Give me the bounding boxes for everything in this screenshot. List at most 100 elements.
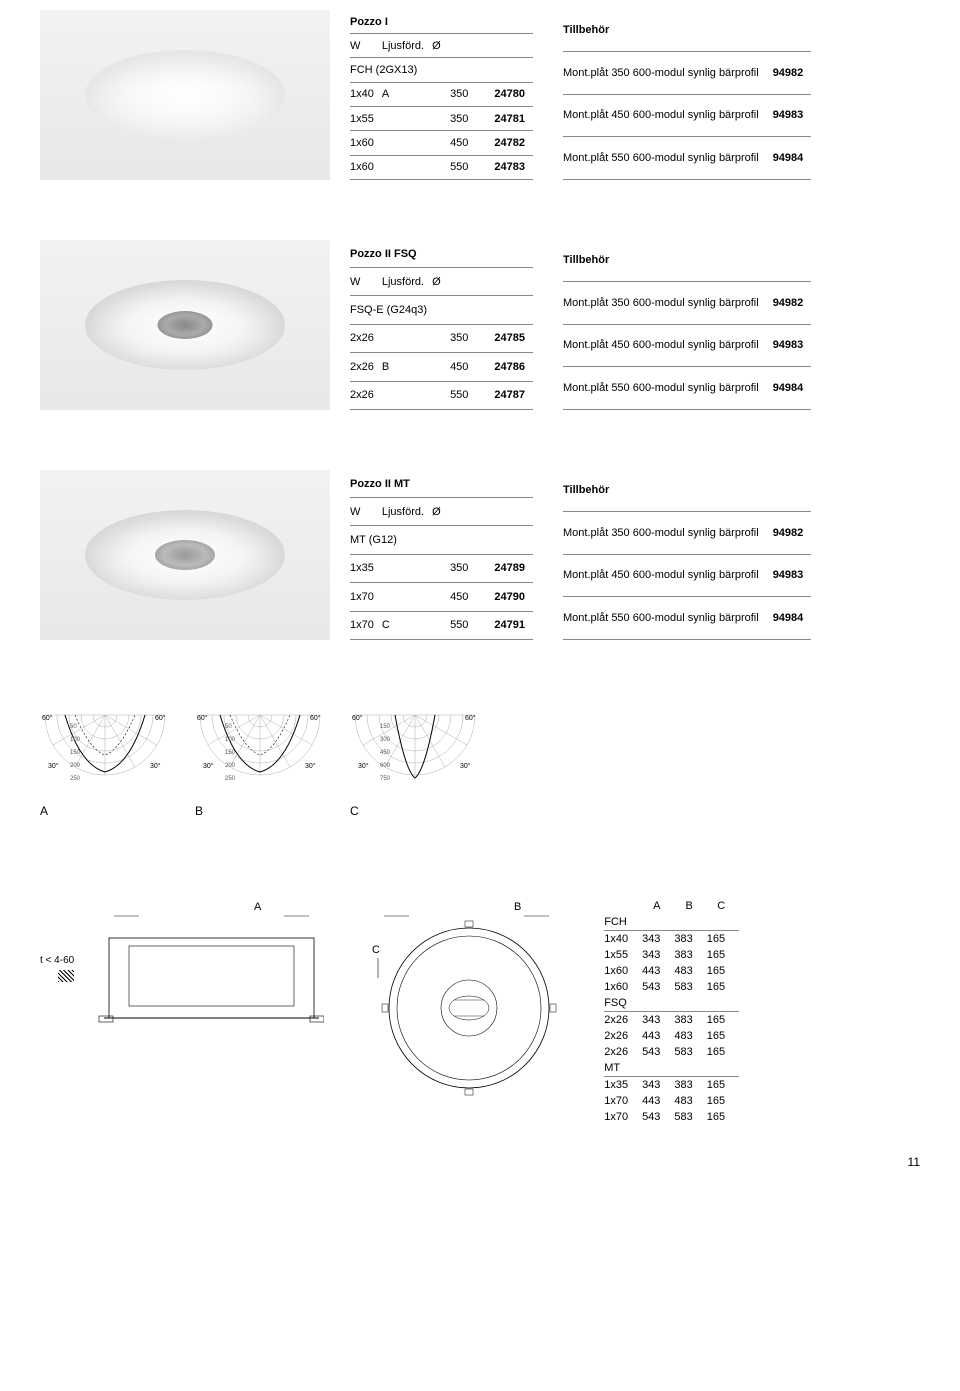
svg-text:200: 200 [70,763,81,769]
polar-diagram: 60°60°30°30°50100150200250A [40,700,170,818]
cell: B [382,353,432,381]
column-header: Ø [432,498,476,526]
cell: 350 [432,324,476,352]
top-view-svg: B C [354,898,574,1098]
dim-cell: 1x55 [604,947,642,963]
column-header: Ø [432,268,476,296]
dim-cell: 583 [674,979,706,995]
dim-col-header: A [642,898,674,914]
cell: 1x60 [350,131,382,155]
product-title: Pozzo II FSQ [350,240,533,268]
svg-text:60°: 60° [155,714,166,722]
product-title: Pozzo II MT [350,470,533,498]
accessory-code: 94984 [767,597,812,640]
cell: C [382,611,432,639]
dim-cell: 583 [674,1109,706,1125]
dim-cell: 165 [707,979,739,995]
dim-cell: 343 [642,1012,674,1029]
dim-group-name: MT [604,1060,739,1077]
accessories-title: Tillbehör [563,470,811,511]
product-photo [40,10,330,180]
dim-cell: 583 [674,1044,706,1060]
product-code: 24790 [476,583,533,611]
top-view-drawing: B C [354,898,574,1101]
cell: 450 [432,353,476,381]
cell: 550 [432,381,476,409]
product-subhead: FCH (2GX13) [350,58,533,82]
cell [382,381,432,409]
accessory-code: 94984 [767,137,812,180]
side-view-drawing: t < 4-60 A [40,898,324,1038]
accessory-code: 94984 [767,367,812,410]
dim-cell: 165 [707,1028,739,1044]
svg-text:30°: 30° [150,762,161,770]
svg-text:50: 50 [225,724,232,730]
accessory-desc: Mont.plåt 450 600-modul synlig bärprofil [563,324,767,367]
accessories-table: TillbehörMont.plåt 350 600-modul synlig … [563,240,811,410]
product-code: 24789 [476,554,533,582]
column-header: Ljusförd. [382,498,432,526]
dim-cell: 165 [707,1093,739,1109]
column-header: W [350,498,382,526]
column-header [476,268,533,296]
column-header [476,34,533,58]
dim-cell: 1x35 [604,1077,642,1094]
cell: 2x26 [350,381,382,409]
svg-text:600: 600 [380,763,391,769]
accessory-desc: Mont.plåt 350 600-modul synlig bärprofil [563,511,767,554]
cell: 450 [432,583,476,611]
dim-cell: 165 [707,1077,739,1094]
dim-a-label: A [254,901,262,913]
svg-text:250: 250 [70,776,81,782]
svg-text:50: 50 [70,724,77,730]
side-elevation-svg: A [84,898,324,1038]
accessory-code: 94982 [767,51,812,94]
dim-cell: 2x26 [604,1012,642,1029]
cell [382,155,432,179]
cell: A [382,82,432,106]
cell: 1x55 [350,107,382,131]
dim-cell: 443 [642,1093,674,1109]
cell: 1x70 [350,611,382,639]
dim-cell: 2x26 [604,1044,642,1060]
accessory-desc: Mont.plåt 350 600-modul synlig bärprofil [563,281,767,324]
dim-b-label: B [514,901,521,913]
page-number: 11 [40,1155,920,1169]
dim-col-header: B [674,898,706,914]
dim-group-name: FSQ [604,995,739,1012]
dim-cell: 383 [674,947,706,963]
product-code: 24780 [476,82,533,106]
dim-cell: 383 [674,1077,706,1094]
column-header: W [350,268,382,296]
svg-text:150: 150 [225,750,236,756]
product-section: Pozzo IWLjusförd.ØFCH (2GX13)1x40A350247… [40,10,920,180]
svg-text:150: 150 [70,750,81,756]
product-section: Pozzo II MTWLjusförd.ØMT (G12)1x35350247… [40,470,920,640]
dim-cell: 483 [674,963,706,979]
dim-cell: 543 [642,979,674,995]
product-section: Pozzo II FSQWLjusförd.ØFSQ-E (G24q3)2x26… [40,240,920,410]
cell [382,107,432,131]
dim-cell: 165 [707,931,739,948]
dim-cell: 165 [707,947,739,963]
dim-cell: 165 [707,1044,739,1060]
product-code: 24791 [476,611,533,639]
dim-cell: 383 [674,1012,706,1029]
cell: 350 [432,107,476,131]
dim-cell: 483 [674,1028,706,1044]
cell [382,324,432,352]
product-code: 24781 [476,107,533,131]
accessory-desc: Mont.plåt 450 600-modul synlig bärprofil [563,554,767,597]
dim-cell: 1x60 [604,963,642,979]
accessory-code: 94983 [767,554,812,597]
product-photo [40,470,330,640]
product-code: 24787 [476,381,533,409]
column-header [476,498,533,526]
svg-text:250: 250 [225,776,236,782]
column-header: Ljusförd. [382,268,432,296]
cell: 1x70 [350,583,382,611]
dim-c-label: C [372,944,380,956]
polar-label: B [195,804,325,818]
hatch-icon [58,970,74,982]
svg-text:200: 200 [225,763,236,769]
